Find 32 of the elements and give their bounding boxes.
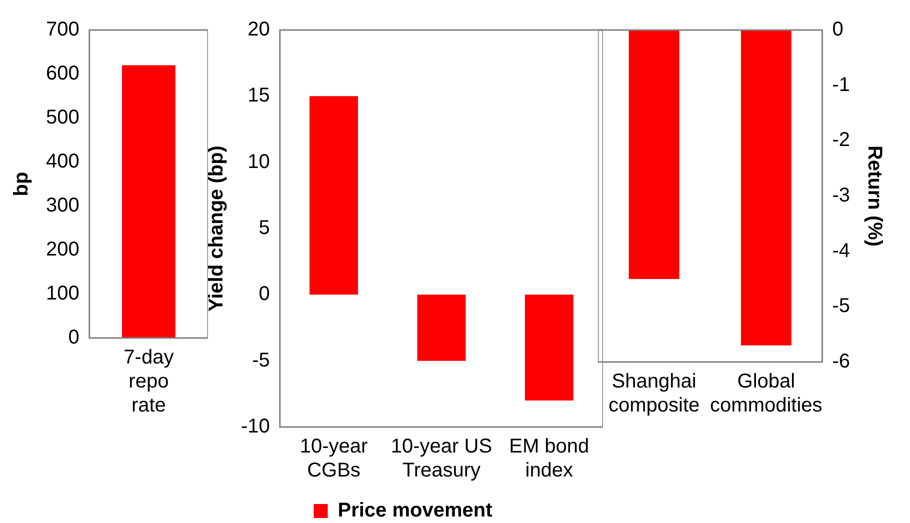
- y-tick-label: 0: [258, 283, 270, 306]
- y-tick-label: 0: [68, 326, 80, 349]
- y-tick-label: 100: [46, 282, 80, 305]
- x-tick-label: Global commodities: [710, 370, 822, 417]
- y-tick-label: 500: [46, 106, 80, 129]
- y-tick-label: 20: [248, 18, 270, 41]
- y2-tick-label: -4: [832, 240, 850, 262]
- y-axis-title: Yield change (bp): [206, 146, 228, 312]
- legend-label: Price movement: [338, 500, 493, 522]
- y-tick-label: 600: [46, 62, 80, 85]
- y2-tick-label: -3: [832, 184, 850, 207]
- y-tick-label: 400: [46, 150, 80, 173]
- y2-tick-label: -2: [832, 129, 850, 152]
- y2-tick-label: -1: [832, 74, 850, 96]
- y-tick-label: 200: [46, 238, 80, 261]
- x-tick-label: 10-year CGBs: [300, 436, 368, 482]
- y-tick-label: -10: [241, 416, 270, 438]
- y2-tick-label: -5: [832, 295, 850, 318]
- x-tick-label: 10-year US Treasury: [390, 436, 492, 482]
- y-axis-title: bp: [10, 172, 33, 196]
- y-tick-label: 15: [248, 84, 270, 107]
- y-tick-label: 700: [46, 18, 80, 41]
- x-tick-label: 7-day repo rate: [124, 346, 174, 417]
- x-tick-label: Shanghai composite: [608, 370, 700, 417]
- y-tick-label: 300: [46, 194, 80, 217]
- x-tick-label: EM bond index: [509, 436, 590, 482]
- y-tick-label: -5: [252, 349, 270, 372]
- y2-axis-title: Return (%): [863, 145, 886, 247]
- y2-tick-label: 0: [832, 18, 844, 41]
- y-tick-label: 10: [248, 150, 270, 173]
- y2-tick-label: -6: [832, 350, 850, 373]
- y-tick-label: 5: [258, 217, 270, 240]
